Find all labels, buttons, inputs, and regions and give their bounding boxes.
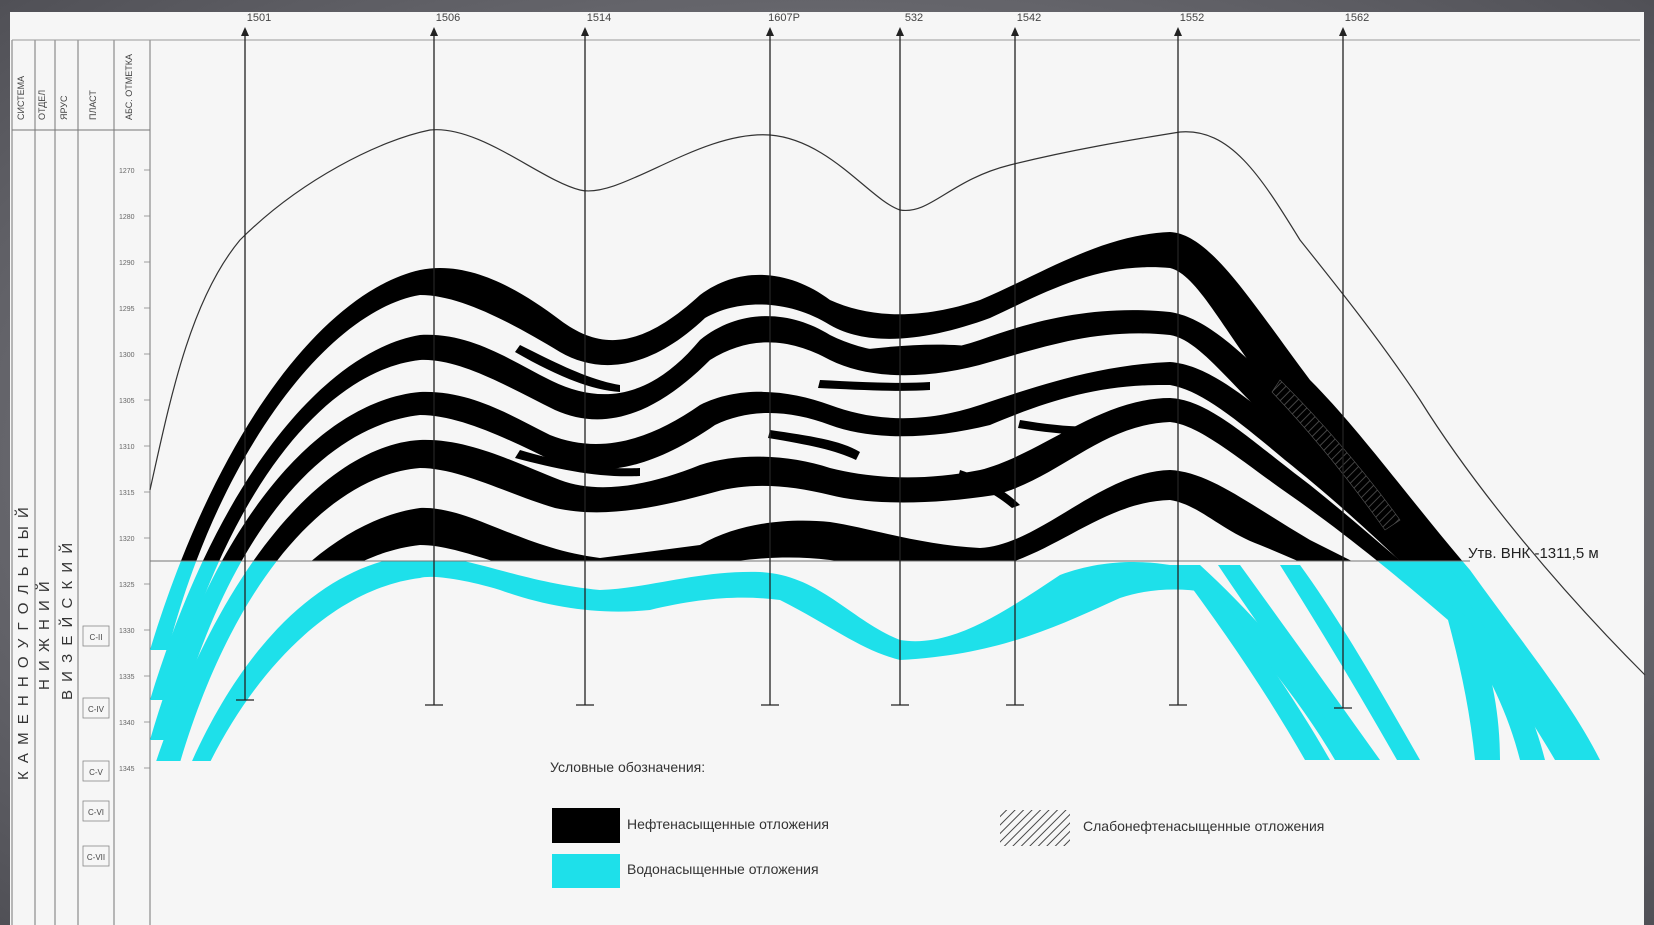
header-col-2: ЯРУС <box>59 95 69 120</box>
layer-box-3 <box>82 800 110 822</box>
well-1552-label: 1552 <box>1180 12 1204 24</box>
system-label: К А М Е Н Н О У Г О Л Ь Н Ы Й <box>14 505 32 780</box>
legend-title: Условные обозначения: <box>550 759 705 775</box>
well-1542-arrow <box>1011 27 1019 36</box>
oil-lens-1 <box>515 345 620 392</box>
oil-layer-4 <box>253 398 1401 561</box>
water-lens-1 <box>1175 565 1330 760</box>
oil-saturated-bodies <box>180 232 1463 561</box>
well-1506-arrow <box>430 27 438 36</box>
header-col-1: ОТДЕЛ <box>37 90 47 120</box>
oil-lens-4 <box>515 450 640 477</box>
legend-oil-swatch <box>552 808 620 843</box>
legend-water-swatch <box>552 854 620 888</box>
layer-label-3: C-VI <box>88 808 104 817</box>
depth-label-0: 1270 <box>119 168 135 175</box>
legend-water-label: Водонасыщенные отложения <box>627 861 819 877</box>
layer-label-0: C-II <box>90 633 103 642</box>
header-col-0: СИСТЕМА <box>16 76 26 120</box>
well-532-label: 532 <box>905 12 923 24</box>
water-saturated-bodies <box>150 561 1600 761</box>
header-col-3: ПЛАСТ <box>88 90 98 120</box>
oil-lens-2 <box>860 344 980 360</box>
well-1501-arrow <box>241 27 249 36</box>
well-1501-label: 1501 <box>247 12 271 24</box>
layer-box-1 <box>82 697 110 719</box>
well-1607P-arrow <box>766 27 774 36</box>
well-1506-label: 1506 <box>436 12 460 24</box>
well-1562-label: 1562 <box>1345 12 1369 24</box>
oil-lens-5 <box>768 430 860 460</box>
depth-label-12: 1340 <box>119 720 135 727</box>
well-1562-arrow <box>1339 27 1347 36</box>
well-1514-label: 1514 <box>587 12 611 24</box>
depth-label-9: 1325 <box>119 582 135 589</box>
layer-box-2 <box>82 760 110 782</box>
oil-layer-1 <box>180 232 1463 561</box>
depth-label-13: 1345 <box>119 766 135 773</box>
stage-label: В И З Е Й С К И Й <box>58 541 76 700</box>
owc-label: Утв. ВНК -1311,5 м <box>1468 545 1599 562</box>
header-col-4: АБС. ОТМЕТКА <box>124 54 134 120</box>
legend-weak-oil-label: Слабонефтенасыщенные отложения <box>1083 818 1324 834</box>
legend-weak-oil-swatch <box>1000 810 1070 846</box>
layer-box-0 <box>82 625 110 647</box>
depth-label-4: 1300 <box>119 352 135 359</box>
legend: Условные обозначения: Нефтенасыщенные от… <box>550 759 1324 888</box>
strat-column: СИСТЕМА ОТДЕЛ ЯРУС ПЛАСТ АБС. ОТМЕТКА К А М … <box>11 39 1640 925</box>
water-lens-2 <box>1218 565 1380 760</box>
well-532-arrow <box>896 27 904 36</box>
oil-lens-7 <box>1018 420 1100 435</box>
depth-label-11: 1335 <box>119 674 135 681</box>
layer-box-4 <box>82 845 110 867</box>
well-1552-arrow <box>1174 27 1182 36</box>
oil-layer-2 <box>202 310 1442 561</box>
water-lens-3 <box>1280 565 1420 760</box>
well-1607P-label: 1607P <box>768 12 800 24</box>
depth-label-2: 1290 <box>119 260 135 267</box>
weak-oil-zone <box>1271 379 1401 531</box>
depth-label-8: 1320 <box>119 536 135 543</box>
layer-label-1: C-IV <box>88 705 105 714</box>
oil-lens-6 <box>958 470 1020 508</box>
oil-lens-3 <box>818 380 930 391</box>
layer-label-2: C-V <box>89 768 103 777</box>
oil-layer-5 <box>311 470 1352 561</box>
well-1542-label: 1542 <box>1017 12 1041 24</box>
division-label: Н И Ж Н И Й <box>35 579 53 690</box>
depth-label-5: 1305 <box>119 398 135 405</box>
water-layer-5 <box>192 561 1360 761</box>
wells: 1501 1506 1514 1607P 532 1542 1552 1562 <box>236 12 1369 709</box>
legend-oil-label: Нефтенасыщенные отложения <box>627 816 829 832</box>
depth-label-6: 1310 <box>119 444 135 451</box>
depth-label-10: 1330 <box>119 628 135 635</box>
layer-label-4: C-VII <box>87 853 105 862</box>
depth-label-7: 1315 <box>119 490 135 497</box>
depth-label-3: 1295 <box>119 306 135 313</box>
well-1514-arrow <box>581 27 589 36</box>
depth-label-1: 1280 <box>119 214 135 221</box>
